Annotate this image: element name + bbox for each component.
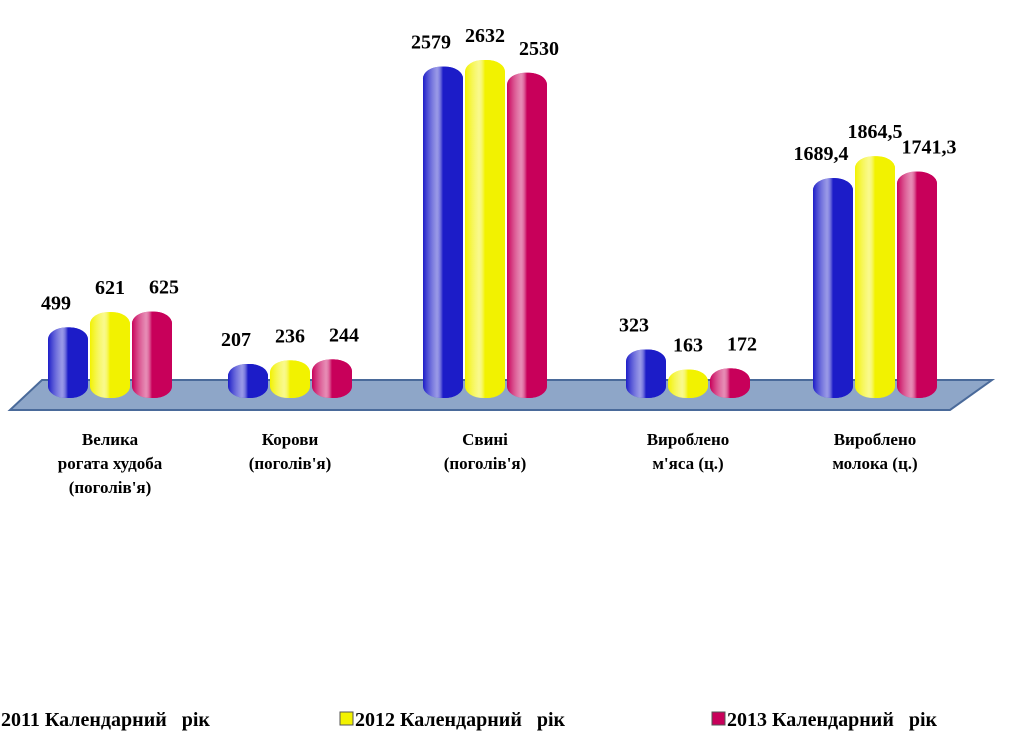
bar-shine [228,364,268,398]
data-label: 236 [275,325,305,347]
data-label: 172 [727,333,757,355]
data-label: 625 [149,277,179,299]
x-tick-label: Вироблено м'яса (ц.) [646,430,730,473]
data-label: 2579 [411,32,451,54]
data-label: 163 [673,335,703,357]
bar-shine [48,327,88,398]
x-tick-label: Свині (поголів'я) [443,430,527,473]
bar-shine [312,359,352,398]
legend-label: 2012 Календарний рік [355,709,566,731]
bar-shine [710,368,750,398]
data-label: 244 [329,324,359,346]
x-tick-label: Велика рогата худоба (поголів'я) [57,430,163,497]
data-label: 323 [619,315,649,337]
bar-shine [507,72,547,398]
bar-shine [855,156,895,398]
legend-label: 2011 Календарний рік [1,709,210,731]
bar-shine [813,178,853,398]
data-label: 207 [221,329,251,351]
x-tick-label: Вироблено молока (ц.) [832,430,918,473]
legend-swatch [339,711,354,726]
bar-shine [90,312,130,398]
bar-shine [132,311,172,398]
data-label: 499 [41,292,71,314]
data-label: 1741,3 [902,137,957,159]
x-tick-label: Корови (поголів'я) [248,430,332,473]
legend-label: 2013 Календарний рік [727,709,938,731]
bar-shine [465,60,505,398]
data-label: 1864,5 [848,121,903,143]
bar-shine [270,360,310,398]
bar-shine [423,66,463,398]
bar-shine [626,349,666,398]
data-label: 1689,4 [794,143,849,165]
data-label: 621 [95,277,125,299]
bar-shine [897,171,937,398]
data-label: 2530 [519,38,559,60]
bar-shine [668,369,708,398]
legend-swatch [711,711,726,726]
data-label: 2632 [465,25,505,47]
